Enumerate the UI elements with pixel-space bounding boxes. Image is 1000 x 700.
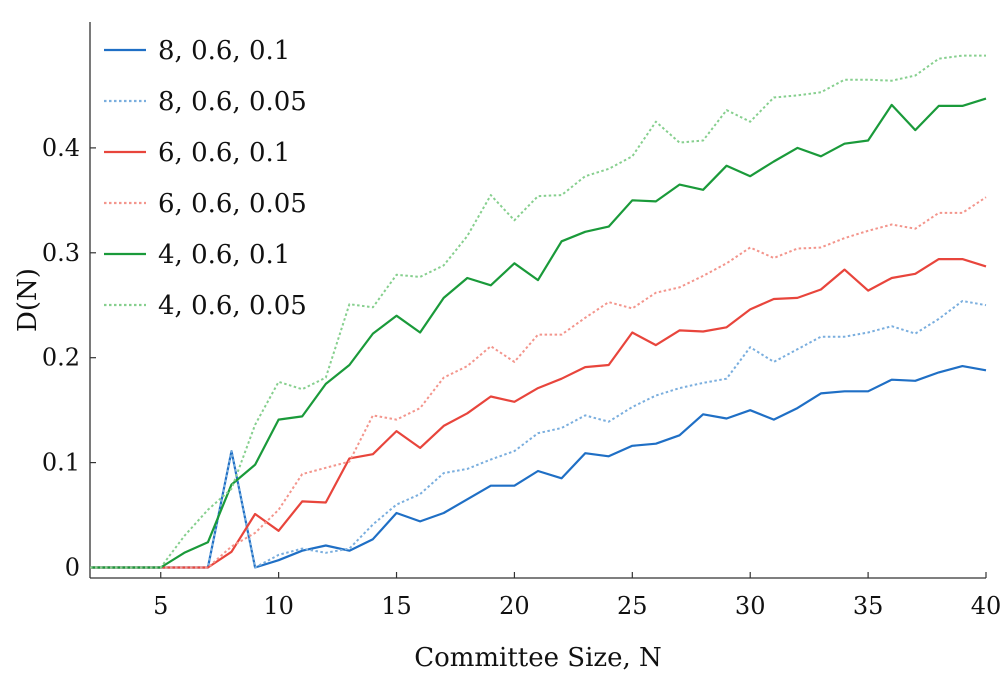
series-line-1 (90, 365, 987, 569)
series-lines (90, 54, 987, 569)
y-tick-label: 0.2 (42, 344, 80, 372)
axes-layer (89, 22, 986, 579)
series-line-6 (90, 54, 986, 569)
x-tick-label: 40 (971, 592, 1000, 620)
legend-label: 4, 0.6, 0.1 (158, 240, 290, 270)
legend-label: 8, 0.6, 0.1 (158, 36, 290, 66)
x-tick-label: 10 (263, 592, 294, 620)
x-tick-label: 5 (153, 592, 168, 620)
y-tick-label: 0 (65, 554, 80, 582)
legend: 8, 0.6, 0.1 8, 0.6, 0.05 6, 0.6, 0.1 6, 0.6… (104, 36, 307, 321)
x-axis-label: Committee Size, N (414, 643, 662, 673)
x-tick-label: 30 (735, 592, 766, 620)
y-ticks: 0 0.1 0.2 0.3 0.4 (42, 134, 96, 582)
x-tick-label: 25 (617, 592, 648, 620)
legend-label: 6, 0.6, 0.1 (158, 138, 290, 168)
x-tick-label: 15 (381, 592, 412, 620)
y-tick-label: 0.1 (42, 449, 80, 477)
series-line-5 (90, 97, 987, 569)
series-line-3 (90, 258, 987, 569)
series-line-2 (90, 300, 987, 569)
legend-label: 8, 0.6, 0.05 (158, 87, 307, 117)
y-tick-label: 0.3 (42, 239, 80, 267)
x-tick-label: 20 (499, 592, 530, 620)
y-axis-label: D(N) (13, 268, 43, 332)
x-tick-label: 35 (853, 592, 884, 620)
legend-label: 6, 0.6, 0.05 (158, 189, 307, 219)
x-ticks: 5 10 15 20 25 30 35 40 (153, 572, 1000, 620)
legend-label: 4, 0.6, 0.05 (158, 291, 307, 321)
y-tick-label: 0.4 (42, 134, 80, 162)
